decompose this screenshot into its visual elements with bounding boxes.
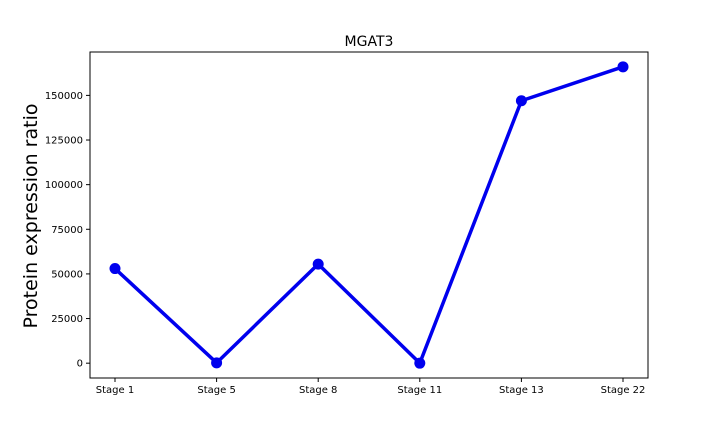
- data-point-marker: [515, 95, 527, 107]
- data-point-marker: [414, 357, 426, 369]
- y-tick-label: 25000: [51, 314, 83, 325]
- series-line: [113, 65, 624, 367]
- x-tick-label: Stage 22: [601, 385, 646, 396]
- y-tick-label: 50000: [51, 269, 83, 280]
- y-axis-label: Protein expression ratio: [20, 104, 42, 329]
- y-tick-label: 0: [77, 359, 83, 370]
- y-tick-label: 150000: [45, 91, 83, 102]
- data-point-marker: [211, 357, 223, 369]
- axis-ticks: 0 25000 50000 75000 100000 125000 150000 Stage …: [45, 91, 646, 396]
- plot-area-frame: [89, 51, 649, 379]
- y-tick-label: 100000: [45, 180, 83, 191]
- x-tick-label: Stage 11: [397, 385, 442, 396]
- x-tick-label: Stage 5: [197, 385, 235, 396]
- y-tick-label: 75000: [51, 225, 83, 236]
- x-tick-label: Stage 8: [299, 385, 337, 396]
- data-point-marker: [617, 61, 629, 73]
- x-tick-label: Stage 13: [499, 385, 544, 396]
- data-point-marker: [109, 263, 121, 275]
- chart-title: MGAT3: [345, 34, 394, 50]
- x-tick-label: Stage 1: [96, 385, 134, 396]
- y-tick-label: 125000: [45, 136, 83, 147]
- series-layer: [109, 61, 629, 369]
- data-point-marker: [312, 258, 324, 270]
